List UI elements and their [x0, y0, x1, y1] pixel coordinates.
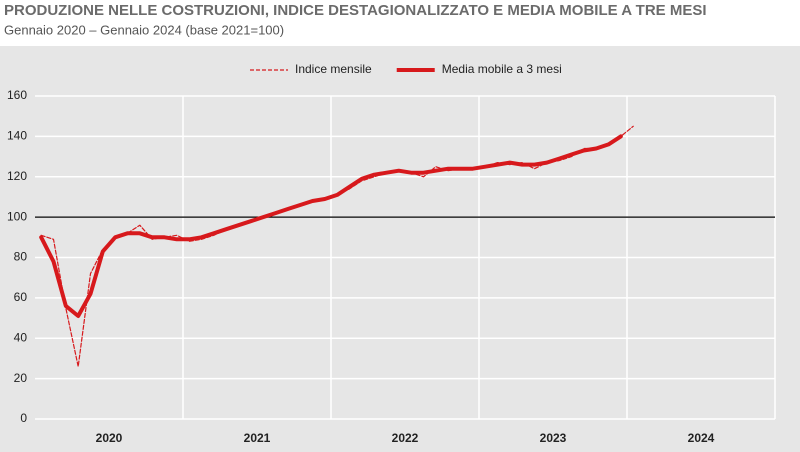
x-tick-label: 2021	[244, 431, 271, 445]
chart-subtitle: Gennaio 2020 – Gennaio 2024 (base 2021=1…	[4, 22, 284, 37]
y-tick-label: 60	[14, 290, 28, 304]
panel-background	[0, 46, 800, 452]
y-tick-label: 140	[7, 129, 27, 143]
legend-label: Indice mensile	[295, 62, 372, 76]
series-line	[40, 125, 634, 368]
y-tick-label: 100	[7, 209, 27, 223]
x-tick-label: 2023	[540, 431, 567, 445]
y-tick-label: 120	[7, 169, 27, 183]
y-tick-label: 160	[7, 88, 27, 102]
x-tick-label: 2024	[688, 431, 715, 445]
x-tick-label: 2022	[392, 431, 419, 445]
series-line	[39, 134, 623, 318]
y-tick-label: 80	[14, 250, 28, 264]
legend-label: Media mobile a 3 mesi	[442, 62, 562, 76]
y-tick-label: 40	[14, 330, 28, 344]
x-tick-label: 2020	[96, 431, 123, 445]
y-tick-label: 0	[20, 411, 27, 425]
chart-title: PRODUZIONE NELLE COSTRUZIONI, INDICE DES…	[4, 2, 707, 19]
y-tick-label: 20	[14, 371, 28, 385]
